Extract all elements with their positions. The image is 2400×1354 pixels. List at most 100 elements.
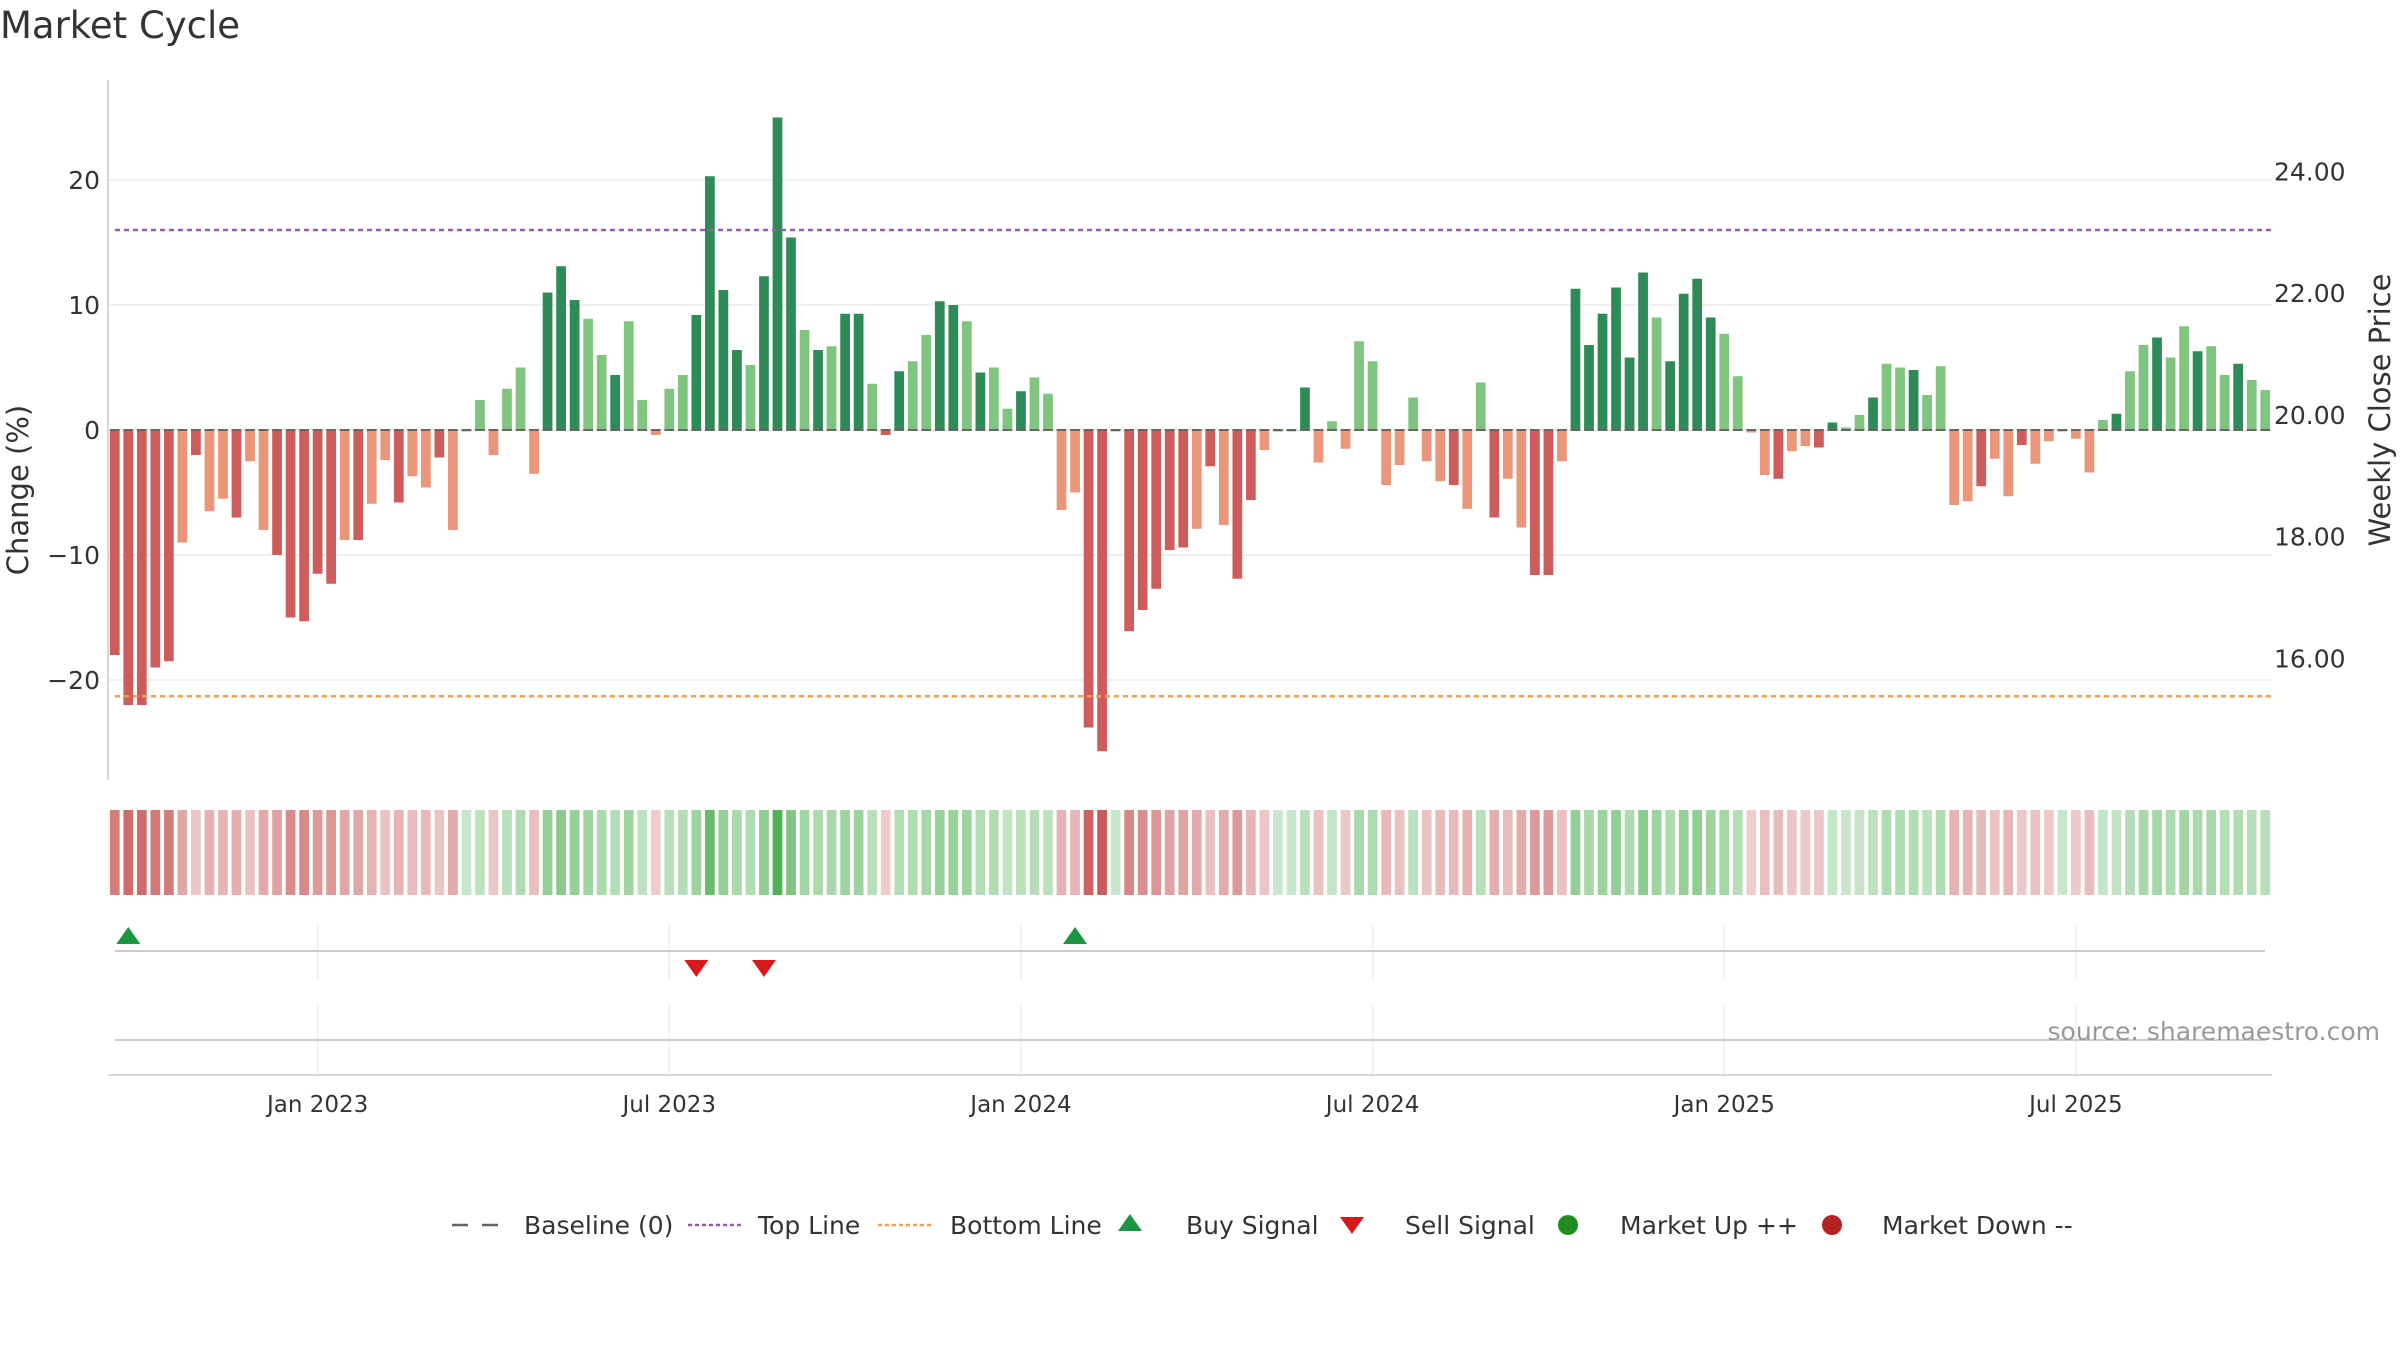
bar-32 bbox=[542, 292, 553, 430]
y-left-tick-3: 10 bbox=[68, 291, 100, 320]
legend-sell-swatch bbox=[1340, 1217, 1364, 1234]
bar-138 bbox=[1976, 430, 1987, 487]
bar-38 bbox=[623, 321, 634, 430]
strip-cell-6 bbox=[191, 810, 201, 895]
sell-signal-1 bbox=[751, 960, 776, 977]
strip-cell-140 bbox=[2003, 810, 2014, 895]
strip-cell-24 bbox=[434, 810, 445, 895]
bar-69 bbox=[1043, 393, 1053, 430]
bar-34 bbox=[569, 300, 580, 430]
bar-15 bbox=[312, 430, 323, 574]
bar-145 bbox=[2071, 430, 2081, 439]
strip-cell-66 bbox=[1002, 810, 1013, 895]
strip-cell-151 bbox=[2152, 810, 2162, 895]
strip-cell-107 bbox=[1557, 810, 1567, 895]
bar-65 bbox=[989, 367, 999, 430]
bar-54 bbox=[840, 313, 850, 430]
strip-cell-56 bbox=[867, 810, 878, 895]
chart-title: Market Cycle bbox=[0, 4, 241, 47]
strip-cell-156 bbox=[2219, 810, 2230, 895]
strip-cell-135 bbox=[1935, 810, 1946, 895]
strip-cell-145 bbox=[2071, 810, 2081, 895]
bar-30 bbox=[515, 367, 526, 430]
bar-155 bbox=[2206, 346, 2217, 430]
strip-cell-74 bbox=[1110, 810, 1121, 895]
strip-cell-94 bbox=[1381, 810, 1391, 895]
y-left-tick-1: −10 bbox=[47, 541, 100, 570]
bar-154 bbox=[2192, 351, 2203, 430]
strip-cell-10 bbox=[245, 810, 255, 895]
strip-cell-102 bbox=[1489, 810, 1500, 895]
strip-cell-103 bbox=[1502, 810, 1513, 895]
strip-cell-48 bbox=[759, 810, 769, 895]
bar-78 bbox=[1164, 430, 1175, 550]
strip-cell-57 bbox=[880, 810, 891, 895]
strip-cell-87 bbox=[1286, 810, 1297, 895]
strip-cell-62 bbox=[948, 810, 959, 895]
bar-128 bbox=[1841, 427, 1851, 430]
strip-cell-108 bbox=[1570, 810, 1581, 895]
bar-122 bbox=[1759, 430, 1770, 475]
legend-market-down-swatch bbox=[1822, 1215, 1842, 1235]
strip-cell-36 bbox=[596, 810, 607, 895]
bar-121 bbox=[1746, 430, 1757, 433]
bar-91 bbox=[1340, 430, 1351, 449]
strip-cell-68 bbox=[1029, 810, 1040, 895]
bar-35 bbox=[583, 318, 594, 430]
strip-cell-21 bbox=[393, 810, 404, 895]
bar-131 bbox=[1881, 363, 1892, 430]
bar-107 bbox=[1557, 430, 1567, 462]
strip-cell-58 bbox=[894, 810, 905, 895]
strip-cell-157 bbox=[2233, 810, 2244, 895]
bar-71 bbox=[1070, 430, 1080, 493]
strip-cell-122 bbox=[1759, 810, 1770, 895]
x-tick-label-2: Jan 2024 bbox=[968, 1092, 1071, 1118]
strip-cell-84 bbox=[1245, 810, 1256, 895]
strip-cell-138 bbox=[1976, 810, 1987, 895]
bar-104 bbox=[1516, 430, 1527, 528]
bar-59 bbox=[907, 361, 918, 430]
bar-113 bbox=[1638, 272, 1648, 430]
strip-cell-117 bbox=[1692, 810, 1703, 895]
strip-cell-147 bbox=[2098, 810, 2108, 895]
legend-label-6: Market Down -- bbox=[1882, 1211, 2073, 1240]
bar-53 bbox=[826, 346, 837, 430]
strip-cell-41 bbox=[664, 810, 675, 895]
bar-76 bbox=[1137, 430, 1148, 610]
bar-93 bbox=[1367, 361, 1378, 430]
buy-signal-1 bbox=[1063, 927, 1088, 944]
bar-152 bbox=[2165, 357, 2176, 430]
bar-37 bbox=[610, 375, 621, 430]
strip-cell-17 bbox=[339, 810, 350, 895]
bar-27 bbox=[475, 400, 485, 430]
y-right-tick-0: 16.00 bbox=[2274, 644, 2346, 673]
strip-cell-12 bbox=[272, 810, 282, 895]
bar-101 bbox=[1475, 382, 1486, 430]
bar-49 bbox=[772, 117, 783, 430]
bar-10 bbox=[245, 430, 255, 462]
strip-cell-15 bbox=[312, 810, 323, 895]
strip-cell-89 bbox=[1313, 810, 1324, 895]
legend-label-4: Sell Signal bbox=[1405, 1211, 1535, 1240]
y-left-tick-2: 0 bbox=[84, 416, 100, 445]
y-left-tick-0: −20 bbox=[47, 666, 100, 695]
bar-82 bbox=[1218, 430, 1229, 525]
x-tick-label-0: Jan 2023 bbox=[265, 1092, 368, 1118]
strip-cell-0 bbox=[109, 810, 120, 895]
strip-cell-98 bbox=[1435, 810, 1446, 895]
y-right-tick-4: 24.00 bbox=[2274, 157, 2346, 186]
bar-22 bbox=[407, 430, 418, 477]
strip-cell-37 bbox=[610, 810, 621, 895]
strip-cell-9 bbox=[231, 810, 242, 895]
strip-cell-113 bbox=[1638, 810, 1648, 895]
bar-98 bbox=[1435, 430, 1446, 482]
strip-cell-61 bbox=[934, 810, 945, 895]
strip-cell-30 bbox=[515, 810, 526, 895]
bar-55 bbox=[853, 313, 864, 430]
strip-cell-35 bbox=[583, 810, 594, 895]
bar-159 bbox=[2260, 390, 2271, 430]
bar-84 bbox=[1245, 430, 1256, 500]
bar-70 bbox=[1056, 430, 1067, 510]
strip-cell-110 bbox=[1597, 810, 1608, 895]
strip-cell-29 bbox=[502, 810, 512, 895]
